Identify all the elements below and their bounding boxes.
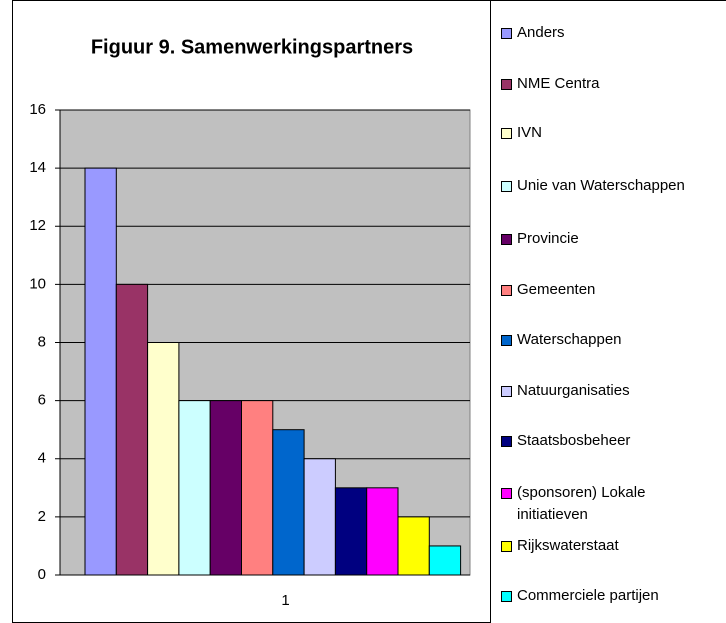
legend-label: Waterschappen — [517, 331, 622, 348]
bar — [115, 283, 149, 576]
legend-item: Waterschappen — [501, 329, 721, 351]
bar — [334, 487, 368, 576]
y-tick-label: 8 — [38, 333, 46, 350]
legend-swatch — [501, 234, 512, 245]
legend-swatch — [501, 28, 512, 39]
legend-swatch — [501, 128, 512, 139]
legend-item: Rijkswaterstaat — [501, 535, 721, 557]
bar — [428, 545, 462, 576]
legend-label: (sponsoren) Lokale initiatieven — [517, 484, 646, 523]
legend-item: (sponsoren) Lokale initiatieven — [501, 482, 721, 526]
bar — [303, 458, 336, 576]
bar — [147, 342, 180, 576]
legend-label: Anders — [517, 24, 565, 41]
legend-swatch — [501, 591, 512, 602]
y-tick-label: 0 — [38, 566, 46, 583]
legend-item: Natuurganisaties — [501, 380, 721, 402]
legend-swatch — [501, 488, 512, 499]
legend-swatch — [501, 285, 512, 296]
y-tick-label: 16 — [29, 101, 46, 118]
legend-label: Staatsbosbeheer — [517, 432, 631, 449]
legend-swatch — [501, 79, 512, 90]
bar — [84, 167, 117, 576]
legend-item: Provincie — [501, 228, 721, 250]
bar — [241, 400, 274, 576]
legend-label: Natuurganisaties — [517, 382, 630, 399]
y-tick-label: 12 — [29, 217, 46, 234]
bar — [366, 487, 399, 576]
legend-swatch — [501, 386, 512, 397]
bar — [272, 429, 305, 576]
legend-label: Provincie — [517, 230, 579, 247]
y-tick-label: 10 — [29, 275, 46, 292]
legend-item: NME Centra — [501, 73, 721, 95]
legend-label: IVN — [517, 124, 543, 141]
legend-item: Staatsbosbeheer — [501, 430, 721, 452]
legend-swatch — [501, 181, 512, 192]
legend-label: Rijkswaterstaat — [517, 537, 619, 554]
y-tick-label: 2 — [38, 508, 46, 525]
legend-label: Commerciele partijen — [517, 587, 659, 604]
legend-label: Gemeenten — [517, 281, 596, 298]
y-tick-label: 4 — [38, 450, 46, 467]
chart-title: Figuur 9. Samenwerkingspartners — [91, 36, 413, 58]
y-tick-label: 6 — [38, 392, 46, 409]
legend: Anders NME Centra IVN Unie van Waterschappe… — [490, 0, 726, 622]
legend-item: Unie van Waterschappen — [501, 175, 721, 197]
legend-label: NME Centra — [517, 75, 600, 92]
bar — [397, 516, 430, 576]
y-tick-label: 14 — [29, 159, 46, 176]
legend-swatch — [501, 541, 512, 552]
bar — [209, 400, 242, 576]
x-tick-label: 1 — [281, 592, 289, 609]
legend-item: Commerciele partijen — [501, 585, 721, 607]
legend-label: Unie van Waterschappen — [517, 177, 685, 194]
legend-item: IVN — [501, 122, 721, 144]
legend-item: Anders — [501, 22, 721, 44]
legend-item: Gemeenten — [501, 279, 721, 301]
legend-swatch — [501, 436, 512, 447]
legend-swatch — [501, 335, 512, 346]
bar — [178, 400, 211, 576]
